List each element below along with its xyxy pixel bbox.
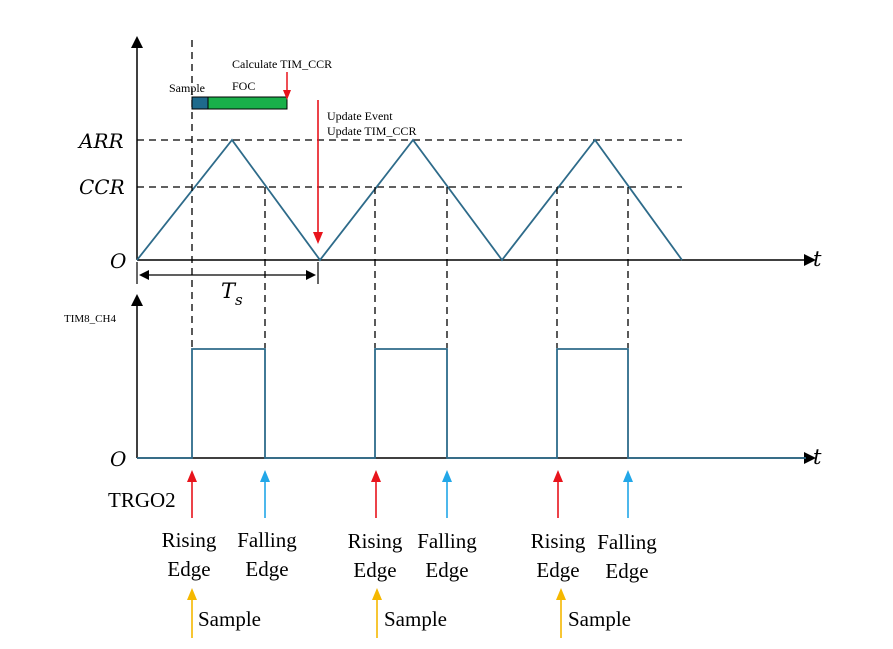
rising-label-3b: Edge (536, 558, 579, 582)
rising-label-2b: Edge (353, 558, 396, 582)
falling-label-2b: Edge (425, 558, 468, 582)
ts-label: Ts (221, 279, 243, 309)
sample-arrowhead-2 (372, 588, 382, 600)
calculate-label: Calculate TIM_CCR (232, 57, 332, 71)
falling-label-3a: Falling (597, 530, 657, 554)
update-event-arrowhead (313, 232, 323, 244)
sample-label-2: Sample (384, 607, 447, 631)
top-x-axis-arrowhead (804, 254, 816, 266)
falling-arrowhead-2 (442, 470, 452, 482)
top-t-label: t (813, 247, 822, 271)
rising-label-1b: Edge (167, 557, 210, 581)
update-ccr-label: Update TIM_CCR (327, 124, 416, 138)
sample-arrows (187, 588, 566, 638)
bottom-t-label: t (813, 445, 822, 469)
ts-main: T (221, 279, 237, 303)
top-y-axis-arrowhead (131, 36, 143, 48)
sample-bar-label: Sample (169, 81, 205, 95)
pwm-waveform (137, 348, 806, 459)
sample-bar (191, 96, 209, 110)
top-origin-label: O (110, 249, 126, 273)
foc-bar (207, 96, 288, 110)
rising-label-3a: Rising (531, 529, 586, 553)
rising-arrowhead-2 (371, 470, 381, 482)
bottom-y-axis-arrowhead (131, 294, 143, 306)
ts-right-arrowhead (306, 270, 316, 280)
falling-label-1b: Edge (245, 557, 288, 581)
falling-arrowhead-3 (623, 470, 633, 482)
sample-label-1: Sample (198, 607, 261, 631)
foc-label: FOC (232, 79, 255, 93)
falling-label-2a: Falling (417, 529, 477, 553)
sample-label-3: Sample (568, 607, 631, 631)
bottom-origin-label: O (110, 447, 126, 471)
bottom-x-axis-arrowhead (804, 452, 816, 464)
edge-arrows (187, 470, 633, 518)
calculate-arrowhead (283, 90, 291, 100)
ts-sub: s (235, 291, 243, 309)
falling-label-3b: Edge (605, 559, 648, 583)
sample-arrowhead-3 (556, 588, 566, 600)
trgo2-label: TRGO2 (108, 488, 176, 512)
falling-label-1a: Falling (237, 528, 297, 552)
update-event-label: Update Event (327, 109, 393, 123)
rising-arrowhead-3 (553, 470, 563, 482)
sample-arrowhead-1 (187, 588, 197, 600)
triangle-waveform (136, 138, 683, 262)
channel-label: TIM8_CH4 (64, 313, 116, 325)
rising-label-1a: Rising (162, 528, 217, 552)
rising-label-2a: Rising (348, 529, 403, 553)
arr-label: ARR (77, 129, 124, 153)
ccr-label: CCR (79, 175, 125, 199)
falling-arrowhead-1 (260, 470, 270, 482)
rising-arrowhead-1 (187, 470, 197, 482)
ts-left-arrowhead (139, 270, 149, 280)
